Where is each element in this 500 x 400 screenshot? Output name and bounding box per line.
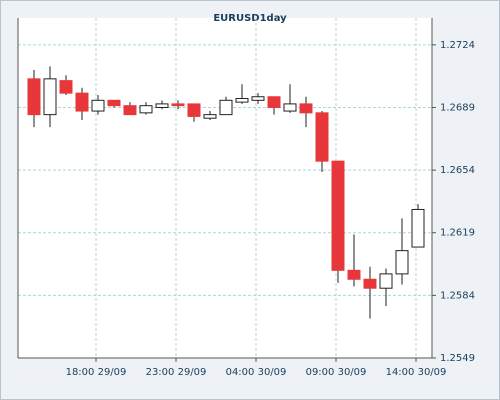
x-tick-label: 09:00 30/09 [306,367,367,378]
candle-body [59,80,73,94]
candle-body [315,112,329,162]
y-tick-label: 1.2689 [440,102,475,113]
candle-body [187,103,201,117]
candle-body [171,103,185,107]
candle-body [283,103,297,112]
candle-body [107,99,121,107]
candle-body [27,78,41,116]
candle-body [219,99,233,116]
candle-body [43,78,57,116]
candle-body [91,99,105,112]
candle-body [155,103,169,108]
candle-body [139,105,153,114]
candle-body [411,208,425,248]
candle-body [251,96,265,101]
plot-area [18,18,432,358]
y-tick-label: 1.2549 [440,353,475,364]
candle-body [363,278,377,289]
y-tick-label: 1.2724 [440,40,475,51]
candle-body [123,105,137,116]
x-tick-label: 18:00 29/09 [66,367,127,378]
y-tick-label: 1.2654 [440,165,475,176]
candle-body [267,96,281,108]
candle-body [203,114,217,119]
candle-body [299,103,313,114]
candle-body [235,98,249,103]
y-tick-label: 1.2619 [440,228,475,239]
y-tick-label: 1.2584 [440,290,475,301]
candle-body [395,250,409,275]
candle-body [331,160,345,271]
chart-title: EURUSD1day [213,13,287,24]
x-tick-label: 23:00 29/09 [146,367,207,378]
x-tick-label: 04:00 30/09 [226,367,287,378]
candle-body [75,92,89,112]
x-tick-label: 14:00 30/09 [386,367,447,378]
candle-body [347,269,361,280]
candle-body [379,273,393,289]
